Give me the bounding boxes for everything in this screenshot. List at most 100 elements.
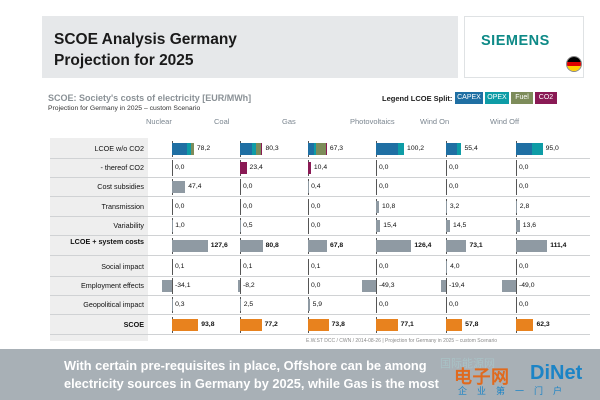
row-label-cost-subsidies: Cost subsidies: [97, 182, 144, 191]
cell-axis-line: [516, 259, 517, 275]
table-headline: SCOE: Society's costs of electricity [EU…: [48, 93, 252, 103]
cell-value: 1,0: [175, 222, 185, 229]
cell-axis-line: [446, 179, 447, 195]
bar-value: [516, 201, 517, 213]
watermark-tagline: 企业第一门户: [458, 386, 573, 396]
cell-value: 13,6: [522, 222, 537, 229]
bar-value: [240, 299, 241, 311]
cell-value: 0,0: [311, 203, 321, 210]
bar-value: [376, 319, 398, 331]
cell-axis-line: [376, 179, 377, 195]
cell-value: -19,4: [449, 282, 465, 289]
banner-line-1: With certain pre-requisites in place, Of…: [64, 358, 427, 373]
cell-axis-line: [172, 297, 173, 313]
cell-value: 0,0: [449, 164, 459, 171]
bar-lcoe-capex: [446, 143, 457, 155]
cell-axis-line: [240, 259, 241, 275]
page-title: SCOE Analysis Germany: [54, 31, 237, 48]
cell-value: 55,4: [464, 145, 478, 152]
bar-value: [172, 181, 186, 193]
cell-value: 2,8: [519, 203, 530, 210]
cell-value: 10,4: [313, 164, 328, 171]
row-separator: [50, 196, 590, 197]
cell-value: 80,3: [265, 145, 279, 152]
cell-axis-line: [240, 278, 241, 294]
column-header-wind-on: Wind On: [420, 117, 450, 126]
cell-value: 126,4: [414, 242, 432, 249]
cell-axis-line: [446, 160, 447, 176]
cell-value: 0,0: [311, 282, 321, 289]
cell-value: 111,4: [550, 242, 567, 249]
bar-value: [308, 299, 310, 311]
cell-value: 0,0: [175, 164, 185, 171]
cell-value: 23,4: [249, 164, 263, 171]
cell-value: 0,0: [379, 301, 389, 308]
cell-axis-line: [172, 199, 173, 215]
cell-value: 78,2: [196, 145, 211, 152]
page-subtitle: Projection for 2025: [54, 52, 194, 69]
cell-axis-line: [240, 179, 241, 195]
bar-value: [516, 319, 534, 331]
bar-value: [308, 162, 311, 174]
row-separator: [50, 235, 590, 236]
cell-value: 0,0: [175, 203, 185, 210]
legend-label: Legend LCOE Split:: [382, 94, 453, 103]
cell-value: 77,2: [264, 321, 278, 328]
bar-lcoe-opex: [313, 143, 316, 155]
cell-axis-line: [516, 179, 517, 195]
cell-value: 0,0: [379, 164, 389, 171]
cell-value: 100,2: [407, 145, 425, 152]
cell-value: 73,8: [331, 321, 345, 328]
legend-item-co2: CO2: [535, 92, 557, 104]
conclusion-banner: With certain pre-requisites in place, Of…: [0, 349, 600, 400]
cell-value: 3,2: [449, 203, 460, 210]
cell-axis-line: [172, 160, 173, 176]
siemens-logo: SIEMENS: [464, 16, 584, 78]
cell-value: 0,0: [243, 183, 253, 190]
row-label-lcoe-w-o-co2: LCOE w/o CO2: [94, 144, 144, 153]
flag-stripe-red: [567, 61, 581, 67]
watermark-brand-dinet: DiNet: [530, 362, 583, 384]
bar-value: [308, 319, 329, 331]
row-separator: [50, 255, 590, 256]
bar-value: [446, 240, 467, 252]
source-note: E.W.ST DCC / CWN / 2014-08-26 | Projecti…: [306, 338, 498, 344]
bar-lcoe-capex: [240, 143, 253, 155]
cell-value: 47,4: [188, 183, 202, 190]
row-separator: [50, 177, 590, 178]
column-header-nuclear: Nuclear: [146, 117, 172, 126]
row-label-lcoe-system-costs: LCOE + system costs: [70, 237, 144, 246]
cell-value: 0,0: [449, 183, 459, 190]
column-header-coal: Coal: [214, 117, 230, 126]
bar-lcoe-opex: [532, 143, 543, 155]
row-separator: [50, 295, 590, 296]
row-label-scoe: SCOE: [123, 320, 144, 329]
bar-value: [362, 280, 376, 292]
bar-value: [440, 280, 446, 292]
bar-lcoe-capex: [172, 143, 187, 155]
row-label-transmission: Transmission: [101, 202, 144, 211]
cell-value: 57,8: [465, 321, 479, 328]
row-label-panel: [50, 138, 148, 341]
bar-value: [446, 261, 448, 273]
bar-value: [516, 220, 520, 232]
bar-lcoe-fuel: [255, 143, 261, 155]
cell-axis-line: [172, 259, 173, 275]
cell-value: 2,5: [243, 301, 254, 308]
row-separator: [50, 276, 590, 277]
cell-axis-line: [308, 278, 309, 294]
bar-value: [308, 240, 327, 252]
cell-value: -8,2: [243, 282, 255, 289]
bar-lcoe-capex: [516, 143, 533, 155]
row-separator: [50, 216, 590, 217]
cell-axis-line: [172, 218, 173, 234]
cell-value: 0,1: [243, 263, 253, 270]
bar-value: [516, 240, 548, 252]
cell-value: 0,0: [519, 183, 529, 190]
banner-line-2: electricity sources in Germany by 2025, …: [64, 376, 439, 391]
bar-lcoe-opex: [252, 143, 256, 155]
bar-lcoe-co2: [325, 143, 327, 155]
cell-axis-line: [446, 278, 447, 294]
germany-flag-icon: [566, 56, 582, 72]
cell-value: 0,0: [311, 222, 321, 229]
